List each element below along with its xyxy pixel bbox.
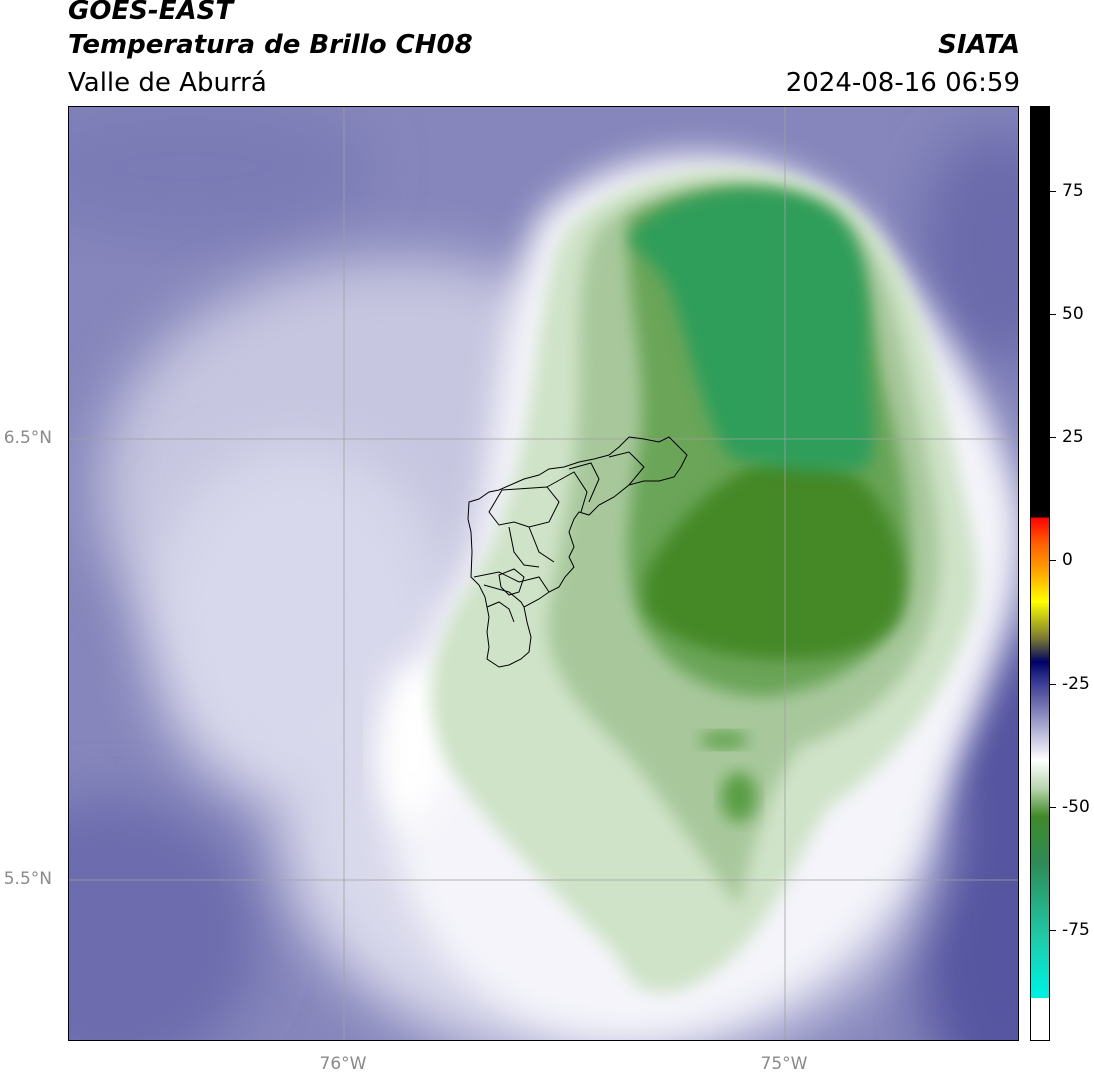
map-gridlines [69,107,1018,1040]
region-title: Valle de Aburrá [68,68,267,98]
timestamp: 2024-08-16 06:59 [785,68,1020,98]
boundary-inner-8 [486,601,515,623]
lat-label-6-5n: 6.5°N [3,428,52,448]
product-title: Temperatura de Brillo CH08 [68,30,473,60]
colorbar-label-0: 0 [1062,550,1073,570]
colorbar-tick-75 [1050,191,1056,192]
boundary-inner-6 [483,584,525,608]
colorbar-tick-50 [1050,314,1056,315]
organization-title: SIATA [938,30,1020,60]
satellite-title: GOES-EAST [68,0,234,26]
boundary-inner-9 [508,526,540,568]
boundary-outline [467,436,688,668]
colorbar [1030,106,1050,1041]
lon-label-76w: 76°W [319,1054,367,1074]
lat-label-5-5n: 5.5°N [3,869,52,889]
colorbar-tick-minus-75 [1050,930,1056,931]
boundary-inner-10 [528,526,555,563]
colorbar-tick-0 [1050,560,1056,561]
boundary-inner-3 [568,462,600,503]
colorbar-label-minus-75: -75 [1062,920,1090,940]
colorbar-label-75: 75 [1062,181,1084,201]
map-panel [68,106,1019,1041]
colorbar-tick-minus-50 [1050,807,1056,808]
colorbar-label-minus-50: -50 [1062,797,1090,817]
boundary-inner-4 [608,451,645,486]
boundary-inner-2 [546,471,588,513]
boundary-inner-7 [498,568,525,596]
colorbar-label-minus-25: -25 [1062,674,1090,694]
brightness-temperature-field [69,107,1018,1040]
colorbar-label-25: 25 [1062,427,1084,447]
valle-de-aburra-municipal-boundaries [467,436,688,668]
colorbar-label-50: 50 [1062,304,1084,324]
colorbar-tick-minus-25 [1050,684,1056,685]
colorbar-tick-25 [1050,437,1056,438]
lon-label-75w: 75°W [760,1054,808,1074]
boundary-inner-5 [473,571,550,593]
map-svg [69,107,1018,1040]
